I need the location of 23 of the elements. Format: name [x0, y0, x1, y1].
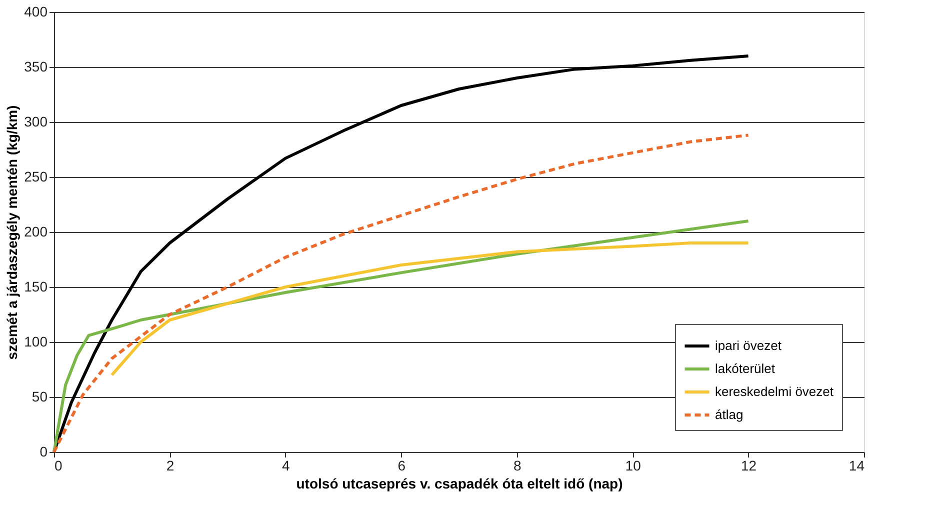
x-tick-label: 0 — [54, 458, 62, 474]
y-tick-label: 200 — [24, 224, 48, 240]
y-tick-label: 350 — [24, 58, 48, 74]
legend-label: lakóterület — [715, 361, 776, 376]
y-tick-label: 400 — [24, 4, 48, 20]
y-axis-title: szemét a járdaszegély mentén (kg/km) — [4, 105, 20, 360]
x-tick-label: 14 — [848, 458, 865, 474]
x-tick-label: 2 — [166, 458, 174, 474]
y-tick-label: 300 — [24, 114, 48, 130]
y-tick-label: 0 — [40, 444, 48, 460]
y-tick-label: 50 — [32, 388, 48, 404]
y-tick-label: 100 — [24, 334, 48, 350]
x-tick-label: 6 — [398, 458, 406, 474]
x-tick-label: 4 — [282, 458, 290, 474]
legend-label: átlag — [715, 407, 744, 422]
y-tick-label: 250 — [24, 168, 48, 184]
legend-label: kereskedelmi övezet — [715, 384, 834, 399]
x-tick-label: 10 — [625, 458, 642, 474]
x-tick-label: 8 — [513, 458, 522, 474]
x-tick-label: 12 — [740, 458, 757, 474]
x-axis-title: utolsó utcaseprés v. csapadék óta eltelt idő (nap) — [296, 476, 623, 492]
y-tick-label: 150 — [24, 278, 48, 294]
legend-label: ipari övezet — [715, 338, 782, 353]
